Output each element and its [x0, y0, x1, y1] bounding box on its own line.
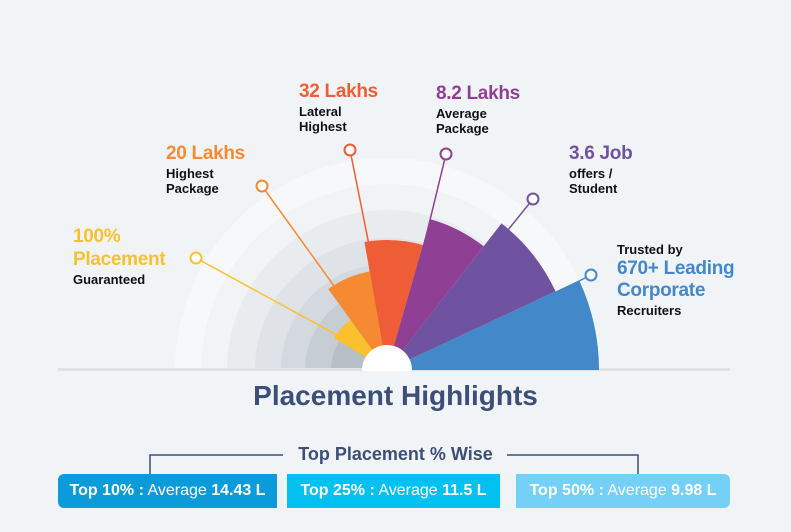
- leader-line: [408, 198, 534, 354]
- leader-line: [398, 153, 447, 346]
- fan-slice: [328, 271, 387, 370]
- tier-top-25: Top 25% : Average 11.5 L: [287, 474, 500, 508]
- leader-line: [413, 274, 592, 365]
- callout-job-offers: 3.6 Job offers / Student: [569, 143, 633, 197]
- callout-label: Guaranteed: [73, 271, 146, 287]
- tier-label: Top 25% :: [300, 482, 375, 499]
- leader-line: [195, 257, 367, 352]
- section-subtitle: Top Placement % Wise: [298, 444, 493, 464]
- tier-value: 11.5 L: [442, 482, 487, 499]
- callout-dot: [255, 179, 269, 193]
- tier-text: Average: [143, 482, 212, 499]
- callout-label: Student: [569, 181, 618, 197]
- callout-lateral-highest: 32 Lakhs Lateral Highest: [299, 81, 378, 135]
- callout-placement: 100% Placement Guaranteed: [73, 226, 166, 287]
- callout-label: Highest: [299, 119, 347, 135]
- callout-value: 8.2 Lakhs: [436, 83, 520, 104]
- callout-label: Recruiters: [617, 303, 682, 319]
- callout-value: 100%: [73, 226, 121, 247]
- tier-label: Top 50% :: [529, 482, 604, 499]
- tier-top-10: Top 10% : Average 14.43 L: [58, 474, 277, 508]
- fan-slice: [387, 219, 484, 370]
- callout-value: 3.6 Job: [569, 143, 633, 164]
- page-title: Placement Highlights: [253, 380, 538, 411]
- callout-value: 670+ Leading: [617, 257, 735, 279]
- callout-label: offers /: [569, 165, 613, 181]
- tier-top-50: Top 50% : Average 9.98 L: [516, 474, 730, 508]
- callout-value: Placement: [73, 248, 166, 270]
- tier-value: 9.98 L: [671, 482, 717, 499]
- callout-dot: [343, 143, 357, 157]
- callout-label: Lateral: [299, 103, 342, 119]
- callout-dot: [189, 251, 203, 265]
- callout-label: Highest: [166, 165, 214, 181]
- callout-highest-package: 20 Lakhs Highest Package: [166, 143, 245, 197]
- callout-label: Package: [436, 121, 489, 137]
- fan-slice: [364, 239, 423, 370]
- callout-average-package: 8.2 Lakhs Average Package: [436, 83, 520, 137]
- callout-value: 32 Lakhs: [299, 81, 378, 102]
- callout-dot: [439, 147, 453, 161]
- tier-text: Average: [374, 482, 443, 499]
- leader-line: [261, 185, 377, 345]
- callout-value: 20 Lakhs: [166, 143, 245, 164]
- callout-dot: [526, 192, 540, 206]
- fan-slice: [387, 223, 556, 370]
- callout-label: Package: [166, 181, 219, 197]
- callout-dot: [584, 268, 598, 282]
- callout-recruiters: Trusted by 670+ Leading Corporate Recrui…: [617, 242, 735, 319]
- leader-line: [349, 149, 390, 343]
- callout-label: Trusted by: [617, 242, 683, 257]
- tier-text: Average: [603, 482, 672, 499]
- tier-label: Top 10% :: [69, 482, 144, 499]
- tier-value: 14.43 L: [211, 482, 266, 499]
- callout-label: Average: [436, 105, 487, 121]
- callout-value: Corporate: [617, 280, 706, 302]
- fan-slice: [387, 280, 599, 370]
